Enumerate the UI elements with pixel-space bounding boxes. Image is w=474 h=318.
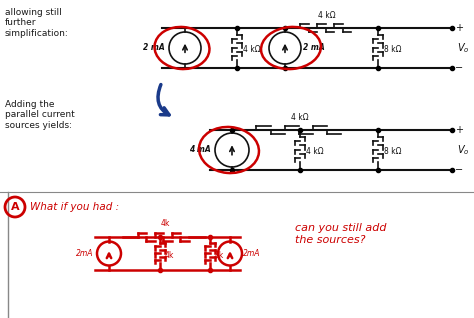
Text: What if you had :: What if you had : xyxy=(30,202,119,212)
Text: 2mA: 2mA xyxy=(75,249,93,258)
Text: can you still add
the sources?: can you still add the sources? xyxy=(295,223,386,245)
Text: $V_o$: $V_o$ xyxy=(457,143,470,157)
Text: 8k: 8k xyxy=(215,251,224,260)
Text: −: − xyxy=(455,63,463,73)
Text: allowing still
further
simplification:: allowing still further simplification: xyxy=(5,8,69,38)
Text: +: + xyxy=(455,125,463,135)
Text: Adding the
parallel current
sources yields:: Adding the parallel current sources yiel… xyxy=(5,100,75,130)
Text: 4 mA: 4 mA xyxy=(189,146,211,155)
Text: 4k: 4k xyxy=(160,219,170,228)
Text: 2mA: 2mA xyxy=(243,249,261,258)
Text: 4 kΩ: 4 kΩ xyxy=(291,113,309,122)
Text: A: A xyxy=(11,202,19,212)
Text: 4 kΩ: 4 kΩ xyxy=(243,45,261,54)
Text: 2 mA: 2 mA xyxy=(303,44,325,52)
Text: 8 kΩ: 8 kΩ xyxy=(384,45,401,54)
Text: 2 mA: 2 mA xyxy=(143,44,165,52)
Text: −: − xyxy=(455,165,463,175)
Text: +: + xyxy=(455,23,463,33)
Text: 4 kΩ: 4 kΩ xyxy=(306,148,324,156)
Text: 4k: 4k xyxy=(165,251,174,260)
Text: $V_o$: $V_o$ xyxy=(457,41,470,55)
Text: 4 kΩ: 4 kΩ xyxy=(318,11,335,20)
Text: 8 kΩ: 8 kΩ xyxy=(384,148,401,156)
